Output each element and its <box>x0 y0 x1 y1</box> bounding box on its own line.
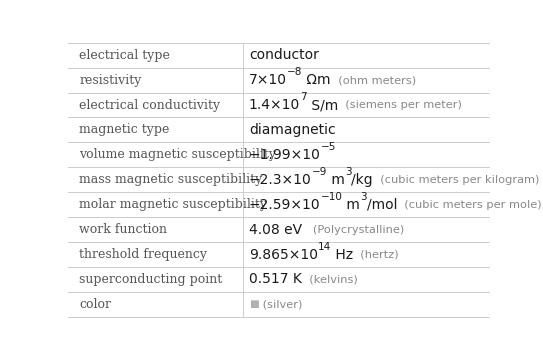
Text: −2.59×10: −2.59×10 <box>249 198 320 212</box>
Text: magnetic type: magnetic type <box>79 124 170 136</box>
Text: 3: 3 <box>345 167 351 177</box>
Text: 14: 14 <box>318 242 331 252</box>
Text: (cubic meters per kilogram): (cubic meters per kilogram) <box>373 175 539 185</box>
Text: 9.865×10: 9.865×10 <box>249 247 318 262</box>
Text: (hertz): (hertz) <box>353 250 399 260</box>
Text: work function: work function <box>79 223 167 236</box>
Text: 7×10: 7×10 <box>249 73 287 87</box>
Text: −8: −8 <box>287 67 302 77</box>
Text: m: m <box>342 198 360 212</box>
Text: (cubic meters per mole): (cubic meters per mole) <box>397 200 542 210</box>
Text: (siemens per meter): (siemens per meter) <box>338 100 462 110</box>
Text: −10: −10 <box>320 192 342 202</box>
Text: (Polycrystalline): (Polycrystalline) <box>302 225 404 235</box>
Text: electrical type: electrical type <box>79 49 171 62</box>
Text: ■: ■ <box>249 299 258 309</box>
Text: conductor: conductor <box>249 48 319 62</box>
Text: m: m <box>327 173 345 187</box>
Text: threshold frequency: threshold frequency <box>79 248 207 261</box>
Text: 1.4×10: 1.4×10 <box>249 98 300 112</box>
Text: volume magnetic susceptibility: volume magnetic susceptibility <box>79 148 276 161</box>
Text: −1.99×10: −1.99×10 <box>249 148 321 162</box>
Text: (kelvins): (kelvins) <box>302 274 357 284</box>
Text: Ωm: Ωm <box>302 73 331 87</box>
Text: electrical conductivity: electrical conductivity <box>79 99 220 111</box>
Text: 7: 7 <box>300 92 307 102</box>
Text: /kg: /kg <box>351 173 373 187</box>
Text: mass magnetic susceptibility: mass magnetic susceptibility <box>79 173 263 186</box>
Text: superconducting point: superconducting point <box>79 273 223 286</box>
Text: S/m: S/m <box>307 98 338 112</box>
Text: 3: 3 <box>360 192 367 202</box>
Text: 4.08 eV: 4.08 eV <box>249 222 302 237</box>
Text: −5: −5 <box>321 142 336 152</box>
Text: −9: −9 <box>312 167 327 177</box>
Text: Hz: Hz <box>331 247 353 262</box>
Text: molar magnetic susceptibility: molar magnetic susceptibility <box>79 198 267 211</box>
Text: −2.3×10: −2.3×10 <box>249 173 312 187</box>
Text: color: color <box>79 298 111 311</box>
Text: resistivity: resistivity <box>79 74 142 87</box>
Text: (silver): (silver) <box>258 299 302 309</box>
Text: 0.517 K: 0.517 K <box>249 272 302 287</box>
Text: /mol: /mol <box>367 198 397 212</box>
Text: (ohm meters): (ohm meters) <box>331 75 416 85</box>
Text: diamagnetic: diamagnetic <box>249 123 336 137</box>
